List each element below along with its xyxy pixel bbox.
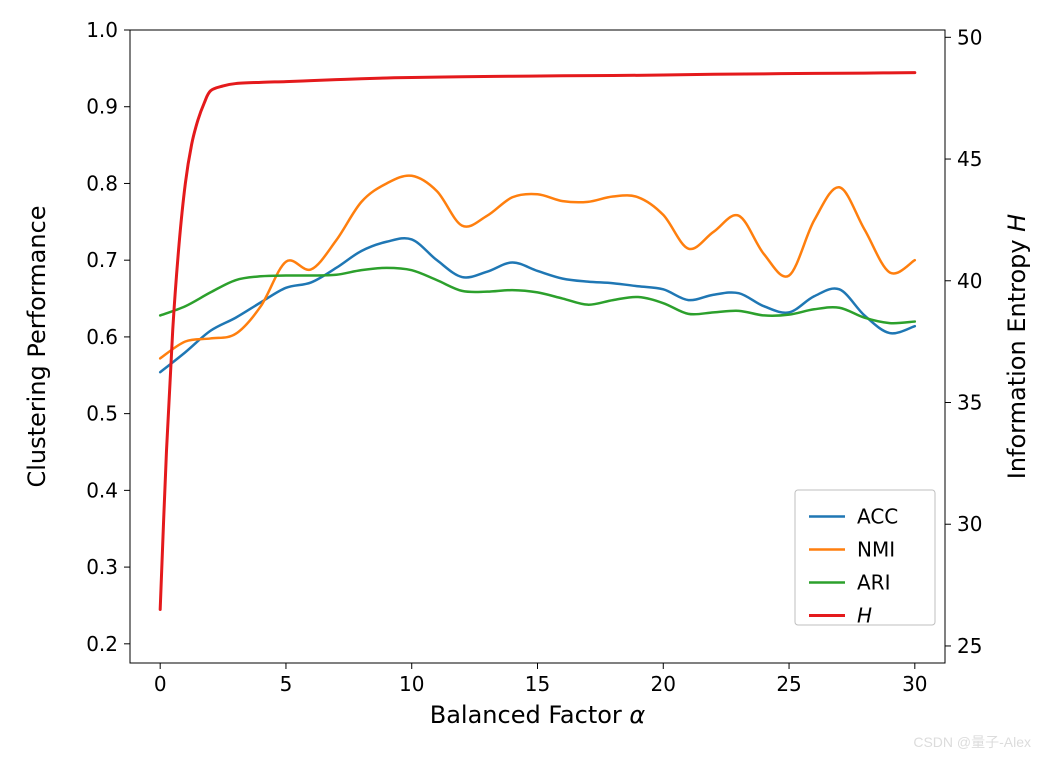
y-left-tick-label: 0.2: [86, 632, 118, 656]
y-right-tick-label: 50: [957, 25, 982, 49]
y-right-tick-label: 40: [957, 269, 982, 293]
x-tick-label: 5: [280, 672, 293, 696]
y-left-tick-label: 0.3: [86, 555, 118, 579]
y-right-axis: 25 30 35 40 45 50: [945, 25, 982, 658]
legend-label-acc: ACC: [857, 505, 898, 529]
series-acc: [160, 238, 915, 372]
chart-container: 051015202530Balanced Factor α0.20.30.40.…: [0, 0, 1049, 758]
series-nmi: [160, 176, 915, 359]
x-tick-label: 30: [902, 672, 927, 696]
legend-label-nmi: NMI: [857, 538, 895, 562]
y-right-tick-label: 35: [957, 390, 982, 414]
y-left-tick-label: 0.9: [86, 95, 118, 119]
y-right-tick-label: 25: [957, 634, 982, 658]
y-left-tick-label: 0.8: [86, 171, 118, 195]
x-axis: 0 5 10 15 20 25 30: [154, 663, 928, 696]
legend: ACC NMI ARI H: [795, 490, 935, 628]
x-axis-label: Balanced Factor α: [430, 701, 646, 729]
x-tick-label: 20: [651, 672, 676, 696]
y-right-axis-label: Information Entropy H: [1003, 214, 1031, 479]
y-left-tick-label: 1.0: [86, 18, 118, 42]
x-tick-label: 0: [154, 672, 167, 696]
y-left-axis-label: Clustering Performance: [23, 205, 51, 487]
x-tick-label: 15: [525, 672, 550, 696]
y-right-tick-label: 45: [957, 147, 982, 171]
x-tick-label: 10: [399, 672, 424, 696]
y-right-tick-label: 30: [957, 512, 982, 536]
y-left-axis: 0.2 0.3 0.4 0.5 0.6 0.7 0.8 0.9 1.0: [86, 18, 130, 656]
legend-label-h: H: [857, 604, 872, 628]
y-left-tick-label: 0.5: [86, 402, 118, 426]
dual-axis-line-chart: 051015202530Balanced Factor α0.20.30.40.…: [0, 0, 1049, 758]
y-left-tick-label: 0.7: [86, 248, 118, 272]
y-left-tick-label: 0.6: [86, 325, 118, 349]
y-left-tick-label: 0.4: [86, 478, 118, 502]
legend-label-ari: ARI: [857, 571, 890, 595]
x-tick-label: 25: [776, 672, 801, 696]
